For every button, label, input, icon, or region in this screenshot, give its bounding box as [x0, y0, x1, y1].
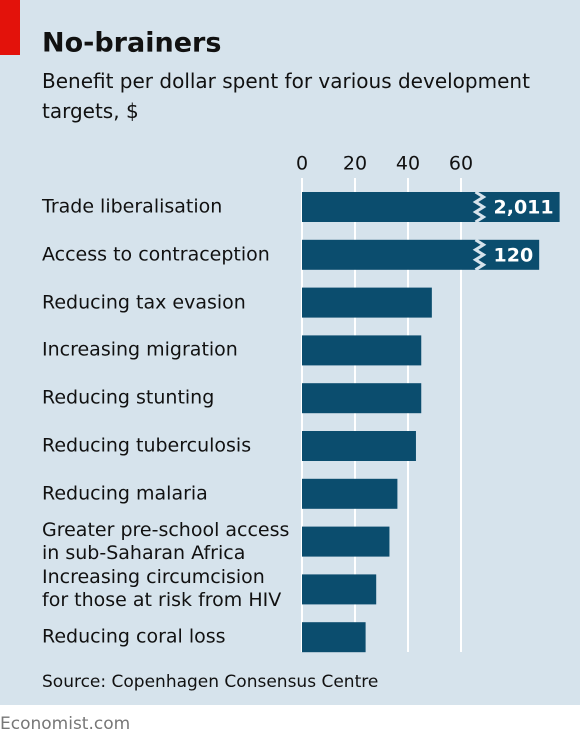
- category-label: Reducing tuberculosis: [42, 434, 252, 457]
- x-tick-label: 0: [296, 153, 308, 175]
- source: Source: Copenhagen Consensus Centre: [42, 672, 378, 692]
- bar: [302, 622, 366, 653]
- category-label: Increasing circumcision for those at ris…: [42, 566, 282, 612]
- bar: [302, 335, 422, 366]
- category-label: Trade liberalisation: [42, 195, 223, 218]
- chart-subtitle: Benefit per dollar spent for various dev…: [42, 69, 530, 123]
- bar: [302, 526, 390, 557]
- category-label: Reducing coral loss: [42, 625, 226, 648]
- bar: [302, 574, 377, 605]
- bar: [302, 192, 560, 222]
- x-tick-label: 20: [343, 153, 367, 175]
- subtitle-box: Benefit per dollar spent for various dev…: [42, 69, 530, 123]
- bar: [302, 287, 432, 318]
- bar: [302, 239, 540, 270]
- category-label: Reducing stunting: [42, 386, 215, 409]
- break-mark: [472, 190, 487, 224]
- background: [0, 0, 580, 705]
- break-mark: [472, 238, 487, 272]
- category-label: Greater pre-school access in sub-Saharan…: [42, 518, 290, 564]
- red-tag: [0, 0, 20, 55]
- x-tick-label: 40: [396, 153, 420, 175]
- x-tick-label: 60: [449, 153, 473, 175]
- category-label: Reducing malaria: [42, 482, 208, 505]
- chart-title: No-brainers: [42, 28, 221, 59]
- category-label: Increasing migration: [42, 338, 238, 361]
- category-label: Reducing tax evasion: [42, 291, 246, 314]
- bar: [302, 478, 398, 509]
- value-label: 2,011: [494, 197, 554, 219]
- category-label: Access to contraception: [42, 243, 270, 266]
- footer: Economist.com: [0, 714, 130, 734]
- bar: [302, 431, 416, 461]
- bar: [302, 383, 422, 414]
- value-label: 120: [494, 244, 534, 266]
